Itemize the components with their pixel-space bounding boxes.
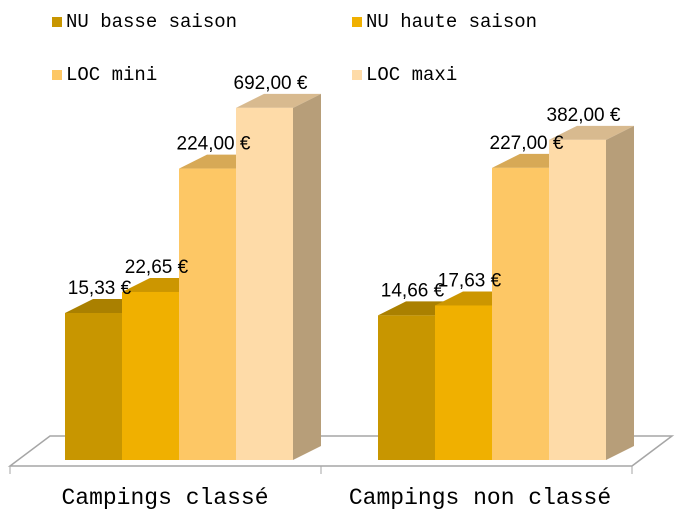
bar-side (293, 93, 321, 460)
bar-front (378, 315, 435, 460)
bar (236, 93, 321, 460)
legend-swatch (52, 70, 62, 80)
legend-label: NU basse saison (66, 11, 237, 33)
legend-swatch (52, 17, 62, 27)
data-label: 227,00 € (490, 133, 564, 154)
bar-top (549, 125, 634, 140)
bar-front (179, 168, 236, 460)
bar-side (606, 125, 634, 460)
bar-front (65, 312, 122, 460)
data-label: 17,63 € (438, 270, 502, 291)
bar-front (549, 139, 606, 460)
bar-top (236, 93, 321, 108)
data-label: 224,00 € (177, 134, 251, 155)
bar-front (122, 291, 179, 460)
bar-front (236, 107, 293, 460)
data-label: 14,66 € (381, 280, 445, 301)
legend-label: LOC mini (66, 64, 157, 86)
legend-swatch (352, 17, 362, 27)
data-label: 692,00 € (234, 73, 308, 94)
bar-front (492, 167, 549, 461)
bar (549, 125, 634, 460)
data-label: 382,00 € (547, 105, 621, 126)
legend-swatch (352, 70, 362, 80)
bar-front (435, 305, 492, 460)
x-tick-label: Campings non classé (349, 485, 611, 511)
data-label: 22,65 € (125, 257, 189, 278)
x-tick-label: Campings classé (61, 485, 268, 511)
legend-label: NU haute saison (366, 11, 537, 33)
floor (7, 435, 675, 467)
legend-label: LOC maxi (366, 64, 457, 86)
data-label: 15,33 € (68, 278, 132, 299)
